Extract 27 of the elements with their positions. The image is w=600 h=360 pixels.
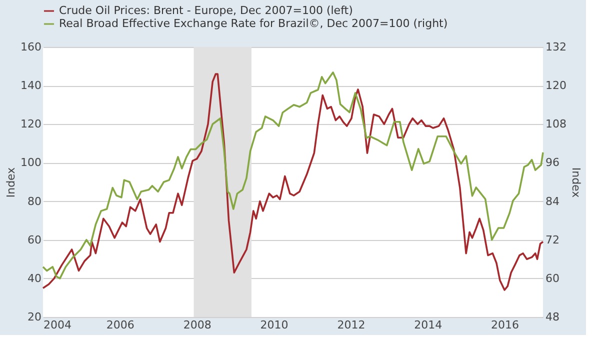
x-tick-label: 2014 [414, 318, 442, 332]
y2-tick-label: 108 [546, 118, 566, 131]
y2-axis-title: Index [569, 167, 582, 198]
legend-label: Real Broad Effective Exchange Rate for Brazil©, Dec 2007=100 (right) [59, 17, 448, 30]
y-tick-label: 140 [20, 79, 42, 92]
x-tick-label: 2012 [337, 318, 366, 332]
x-tick-label: 2016 [491, 318, 520, 332]
y-tick-label: 100 [20, 156, 42, 170]
y-tick-label: 60 [28, 233, 42, 246]
y-tick-label: 120 [20, 118, 42, 131]
x-tick-label: 2008 [183, 318, 212, 332]
x-tick-label: 2006 [106, 318, 134, 332]
y2-tick-label: 84 [546, 194, 560, 208]
y2-tick-label: 60 [546, 272, 560, 285]
legend-label: Crude Oil Prices: Brent - Europe, Dec 2007=100 (left) [59, 4, 353, 17]
y-tick-label: 80 [28, 194, 42, 208]
y-tick-label: 160 [20, 40, 42, 54]
y-axis-title: Index [4, 166, 18, 198]
y2-tick-label: 132 [546, 40, 566, 54]
y2-tick-label: 72 [546, 233, 560, 246]
x-tick-label: 2010 [260, 318, 288, 332]
y-tick-label: 20 [28, 310, 42, 324]
y-tick-label: 40 [28, 272, 42, 285]
y2-tick-label: 120 [546, 79, 566, 92]
y2-tick-label: 96 [546, 156, 560, 170]
y2-tick-label: 48 [546, 310, 560, 324]
x-tick-label: 2004 [44, 318, 72, 332]
